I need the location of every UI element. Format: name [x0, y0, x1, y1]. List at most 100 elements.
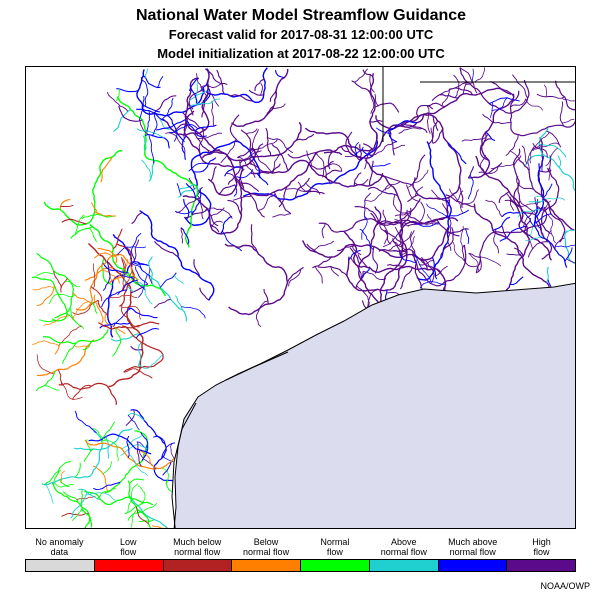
river-segment	[42, 329, 109, 345]
river-segment	[105, 436, 110, 459]
river-segment	[180, 227, 190, 245]
river-segment	[537, 136, 575, 231]
river-segment	[138, 519, 155, 523]
river-segment	[414, 186, 424, 197]
river-segment	[447, 232, 452, 251]
river-segment	[528, 199, 545, 203]
river-segment	[142, 135, 147, 152]
river-segment	[445, 194, 475, 208]
river-segment	[353, 146, 364, 156]
river-segment	[471, 68, 474, 82]
river-segment	[345, 131, 358, 157]
river-segment	[516, 176, 534, 190]
river-segment	[84, 439, 176, 470]
river-segment	[250, 159, 384, 188]
river-segment	[559, 101, 565, 127]
river-segment	[431, 94, 459, 102]
river-segment	[330, 266, 339, 277]
river-segment	[490, 162, 516, 169]
river-segment	[117, 246, 146, 256]
river-segment	[473, 203, 551, 295]
river-segment	[74, 427, 133, 451]
river-segment	[121, 270, 134, 291]
river-segment	[294, 177, 310, 199]
river-segment	[505, 134, 519, 156]
river-segment	[362, 69, 374, 77]
river-segment	[492, 216, 511, 231]
river-segment	[265, 105, 275, 117]
river-segment	[499, 225, 527, 242]
river-segment	[153, 435, 166, 445]
river-segment	[60, 204, 74, 207]
river-segment	[304, 113, 426, 160]
river-segment	[461, 133, 489, 142]
river-segment	[131, 260, 147, 266]
river-segment	[414, 222, 440, 227]
river-segment	[71, 384, 92, 400]
legend-label-line2: normal flow	[449, 547, 496, 557]
river-segment	[44, 469, 62, 486]
river-segment	[296, 133, 315, 141]
river-segment	[136, 128, 165, 139]
river-segment	[229, 114, 240, 142]
streamflow-map[interactable]	[25, 66, 576, 529]
river-segment	[369, 120, 383, 123]
river-segment	[468, 93, 515, 179]
river-segment	[91, 202, 98, 214]
river-segment	[364, 185, 391, 202]
river-segment	[58, 382, 117, 405]
river-segment	[416, 104, 434, 117]
river-segment	[525, 98, 544, 111]
river-segment	[459, 67, 530, 114]
river-segment	[354, 141, 360, 157]
river-segment	[61, 218, 87, 225]
river-segment	[121, 305, 141, 320]
river-segment	[125, 409, 135, 427]
river-segment	[97, 247, 118, 265]
river-segment	[387, 120, 418, 131]
river-segment	[271, 143, 289, 171]
river-segment	[348, 249, 361, 261]
river-segment	[435, 265, 448, 277]
river-segment	[188, 77, 200, 92]
river-segment	[41, 430, 104, 486]
river-segment	[78, 488, 101, 500]
river-segment	[354, 178, 369, 186]
river-segment	[564, 247, 573, 262]
river-segment	[127, 307, 158, 319]
river-segment	[318, 198, 421, 233]
river-segment	[127, 412, 145, 421]
river-segment	[156, 75, 164, 88]
river-segment	[301, 226, 450, 261]
river-segment	[351, 80, 371, 93]
river-segment	[60, 470, 65, 483]
river-segment	[31, 340, 60, 347]
river-segment	[147, 273, 188, 322]
river-segment	[70, 226, 93, 239]
river-segment	[533, 163, 568, 268]
river-segment	[255, 153, 272, 174]
river-segment	[509, 276, 524, 286]
legend-label-7: High flow	[508, 537, 576, 557]
river-segment	[267, 137, 294, 154]
legend-label-line1: Low	[120, 537, 137, 547]
river-segment	[265, 127, 272, 156]
river-segment	[477, 256, 502, 267]
legend-swatch-2	[163, 560, 233, 571]
river-segment	[421, 256, 435, 284]
river-segment	[207, 70, 228, 86]
river-segment	[130, 345, 143, 351]
river-segment	[122, 259, 127, 291]
river-segment	[314, 266, 323, 284]
river-segment	[140, 432, 149, 461]
legend-label-line1: Normal	[320, 537, 350, 547]
river-segment	[444, 209, 470, 219]
river-segment	[148, 256, 155, 287]
river-segment	[74, 410, 97, 434]
river-segment	[93, 252, 121, 259]
river-segment	[94, 211, 116, 217]
river-segment	[162, 461, 172, 476]
river-segment	[361, 216, 368, 240]
river-segment	[237, 149, 255, 159]
legend-label-line2: normal flow	[174, 547, 221, 557]
